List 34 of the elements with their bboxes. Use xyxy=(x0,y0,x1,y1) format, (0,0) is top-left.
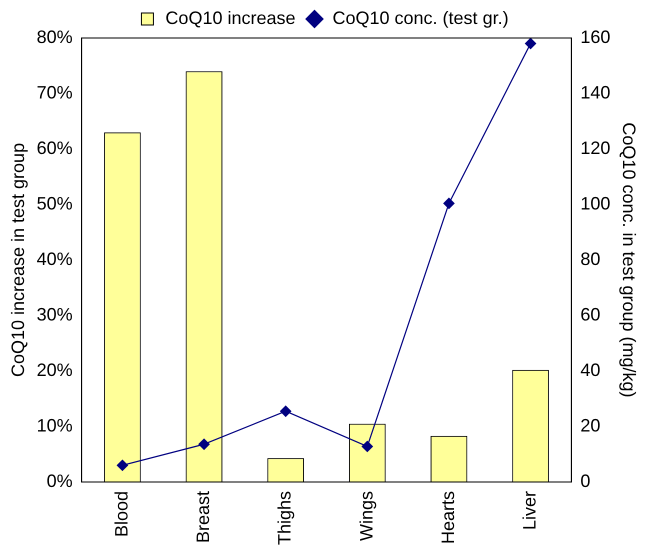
point xyxy=(362,440,373,452)
y-tick-label: 50% xyxy=(36,193,73,214)
y2-tick-label: 0 xyxy=(580,470,590,491)
y-tick-label: 0% xyxy=(46,470,73,491)
point xyxy=(116,460,128,471)
x-tick-label: Blood xyxy=(111,490,132,538)
y-tick-label: 80% xyxy=(36,26,73,47)
y2-tick-label: 60 xyxy=(580,304,600,324)
y-tick-label: 20% xyxy=(36,360,73,380)
x-tick-label: Hearts xyxy=(438,490,458,544)
x-tick-label: Liver xyxy=(520,490,540,530)
y-tick-label: 40% xyxy=(36,248,73,269)
x-tick-label: Breast xyxy=(193,490,214,544)
point xyxy=(280,406,292,417)
y2-tick-label: 40 xyxy=(580,360,600,380)
y-tick-label: 70% xyxy=(36,82,73,102)
y2-tick-label: 140 xyxy=(580,82,610,102)
point xyxy=(524,38,536,50)
y2-tick-label: 80 xyxy=(580,248,600,269)
y2-tick-label: 120 xyxy=(580,138,610,158)
x-tick-label: Thighs xyxy=(274,490,295,546)
y-tick-label: 30% xyxy=(36,304,73,324)
y-tick-label: 10% xyxy=(36,415,73,436)
legend-label: CoQ10 increase xyxy=(165,8,296,28)
point xyxy=(198,438,210,450)
y2-tick-label: 160 xyxy=(580,26,610,47)
legend-label: CoQ10 conc. (test gr.) xyxy=(332,8,509,28)
y2-axis-title: CoQ10 conc. in test group (mg/kg) xyxy=(619,122,640,398)
y-axis-title: CoQ10 increase in test group xyxy=(8,142,28,378)
point xyxy=(443,198,455,209)
y2-tick-label: 20 xyxy=(580,415,600,436)
y2-tick-label: 100 xyxy=(580,193,610,214)
y-tick-label: 60% xyxy=(36,138,73,158)
x-tick-label: Wings xyxy=(356,490,376,541)
